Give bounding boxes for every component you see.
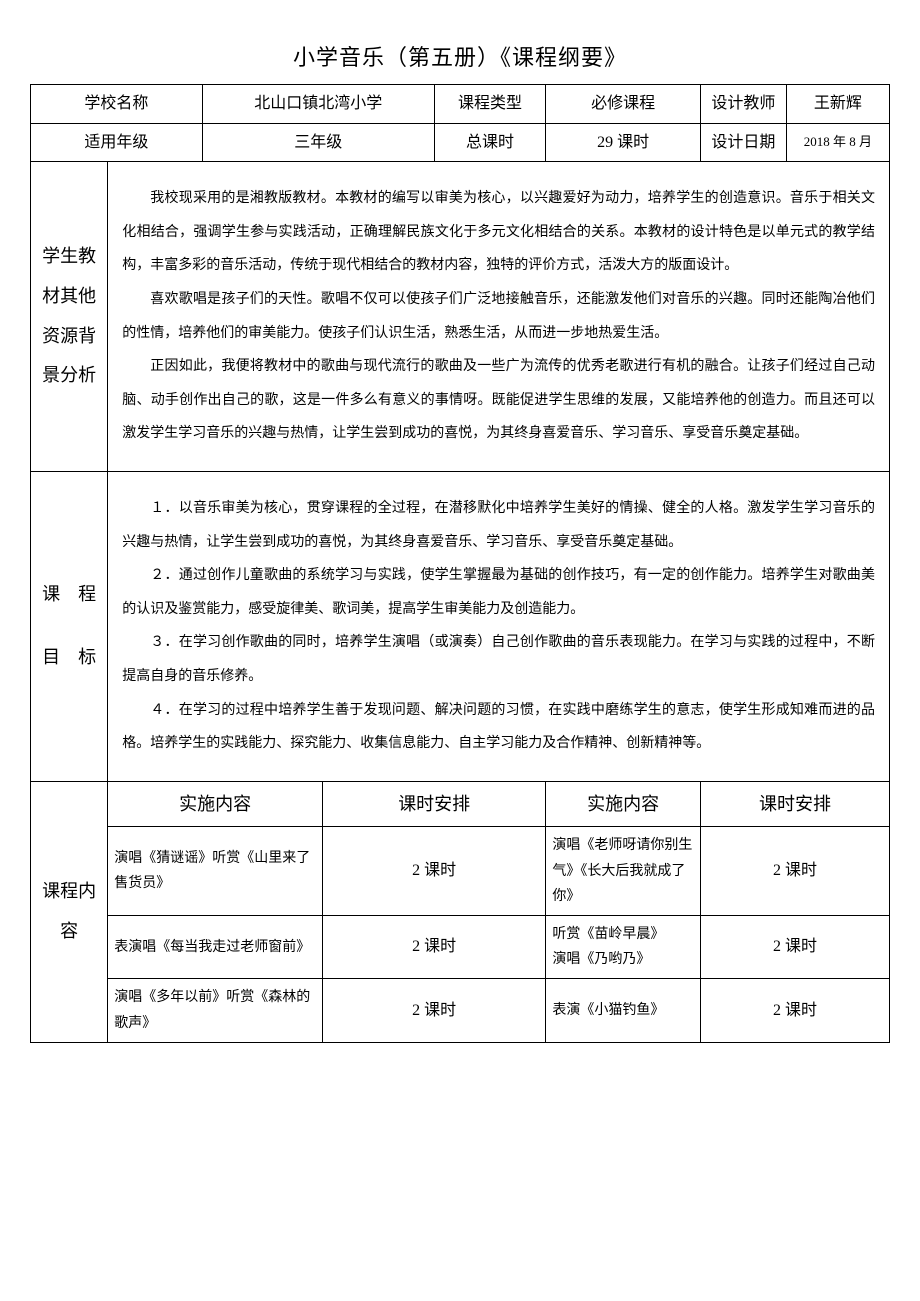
label-objectives: 课 程 目 标 — [31, 471, 108, 781]
subheader-impl1: 实施内容 — [108, 781, 323, 827]
content-row-3: 演唱《多年以前》听赏《森林的歌声》 2 课时 表演《小猫钓鱼》 2 课时 — [31, 979, 890, 1042]
value-teacher: 王新辉 — [786, 85, 889, 124]
impl-2a: 表演唱《每当我走过老师窗前》 — [108, 916, 323, 979]
label-totalhours: 总课时 — [434, 123, 546, 162]
label-school: 学校名称 — [31, 85, 203, 124]
obj-para-4: ４．在学习的过程中培养学生善于发现问题、解决问题的习惯，在实践中磨练学生的意志，… — [122, 694, 875, 761]
value-school: 北山口镇北湾小学 — [202, 85, 434, 124]
value-totalhours: 29 课时 — [546, 123, 701, 162]
value-coursetype: 必修课程 — [546, 85, 701, 124]
bg-para-3: 正因如此，我便将教材中的歌曲与现代流行的歌曲及一些广为流传的优秀老歌进行有机的融… — [122, 350, 875, 451]
bg-para-1: 我校现采用的是湘教版教材。本教材的编写以审美为核心，以兴趣爱好为动力，培养学生的… — [122, 182, 875, 283]
impl-3a: 演唱《多年以前》听赏《森林的歌声》 — [108, 979, 323, 1042]
impl-3b: 表演《小猫钓鱼》 — [546, 979, 701, 1042]
section-objectives: 课 程 目 标 １．以音乐审美为核心，贯穿课程的全过程，在潜移默化中培养学生美好… — [31, 471, 890, 781]
hours-2b: 2 课时 — [700, 916, 889, 979]
label-teacher: 设计教师 — [700, 85, 786, 124]
label-background: 学生教材其他资源背景分析 — [31, 162, 108, 472]
value-grade: 三年级 — [202, 123, 434, 162]
label-date: 设计日期 — [700, 123, 786, 162]
content-background: 我校现采用的是湘教版教材。本教材的编写以审美为核心，以兴趣爱好为动力，培养学生的… — [108, 162, 890, 472]
page-title: 小学音乐（第五册）《课程纲要》 — [30, 40, 890, 72]
header-row-2: 适用年级 三年级 总课时 29 课时 设计日期 2018 年 8 月 — [31, 123, 890, 162]
subheader-impl2: 实施内容 — [546, 781, 701, 827]
label-grade: 适用年级 — [31, 123, 203, 162]
subheader-hours2: 课时安排 — [700, 781, 889, 827]
content-row-1: 演唱《猜谜谣》听赏《山里来了售货员》 2 课时 演唱《老师呀请你别生气》《长大后… — [31, 827, 890, 916]
obj-para-1: １．以音乐审美为核心，贯穿课程的全过程，在潜移默化中培养学生美好的情操、健全的人… — [122, 492, 875, 559]
hours-1a: 2 课时 — [323, 827, 546, 916]
content-row-2: 表演唱《每当我走过老师窗前》 2 课时 听赏《苗岭早晨》 演唱《乃哟乃》 2 课… — [31, 916, 890, 979]
label-coursecontent: 课程内容 — [31, 781, 108, 1042]
hours-3b: 2 课时 — [700, 979, 889, 1042]
label-coursetype: 课程类型 — [434, 85, 546, 124]
hours-3a: 2 课时 — [323, 979, 546, 1042]
hours-1b: 2 课时 — [700, 827, 889, 916]
bg-para-2: 喜欢歌唱是孩子们的天性。歌唱不仅可以使孩子们广泛地接触音乐，还能激发他们对音乐的… — [122, 283, 875, 350]
content-objectives: １．以音乐审美为核心，贯穿课程的全过程，在潜移默化中培养学生美好的情操、健全的人… — [108, 471, 890, 781]
obj-para-2: ２．通过创作儿童歌曲的系统学习与实践，使学生掌握最为基础的创作技巧，有一定的创作… — [122, 559, 875, 626]
value-date: 2018 年 8 月 — [786, 123, 889, 162]
syllabus-table: 学校名称 北山口镇北湾小学 课程类型 必修课程 设计教师 王新辉 适用年级 三年… — [30, 84, 890, 1043]
impl-1b: 演唱《老师呀请你别生气》《长大后我就成了你》 — [546, 827, 701, 916]
section-background: 学生教材其他资源背景分析 我校现采用的是湘教版教材。本教材的编写以审美为核心，以… — [31, 162, 890, 472]
subheader-hours1: 课时安排 — [323, 781, 546, 827]
hours-2a: 2 课时 — [323, 916, 546, 979]
impl-2b: 听赏《苗岭早晨》 演唱《乃哟乃》 — [546, 916, 701, 979]
obj-para-3: ３．在学习创作歌曲的同时，培养学生演唱（或演奏）自己创作歌曲的音乐表现能力。在学… — [122, 626, 875, 693]
header-row-1: 学校名称 北山口镇北湾小学 课程类型 必修课程 设计教师 王新辉 — [31, 85, 890, 124]
content-subheader-row: 课程内容 实施内容 课时安排 实施内容 课时安排 — [31, 781, 890, 827]
impl-1a: 演唱《猜谜谣》听赏《山里来了售货员》 — [108, 827, 323, 916]
